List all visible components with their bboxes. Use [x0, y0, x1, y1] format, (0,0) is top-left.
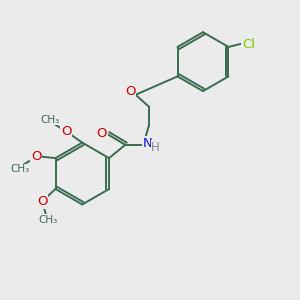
Text: O: O [125, 85, 136, 98]
Text: CH₃: CH₃ [40, 115, 59, 125]
Text: H: H [151, 141, 160, 154]
Text: O: O [37, 195, 47, 208]
Text: N: N [142, 137, 152, 150]
Text: O: O [31, 150, 42, 163]
Text: Cl: Cl [242, 38, 255, 50]
Text: O: O [61, 125, 71, 138]
Text: CH₃: CH₃ [11, 164, 30, 174]
Text: CH₃: CH₃ [38, 215, 58, 225]
Text: O: O [96, 127, 107, 140]
